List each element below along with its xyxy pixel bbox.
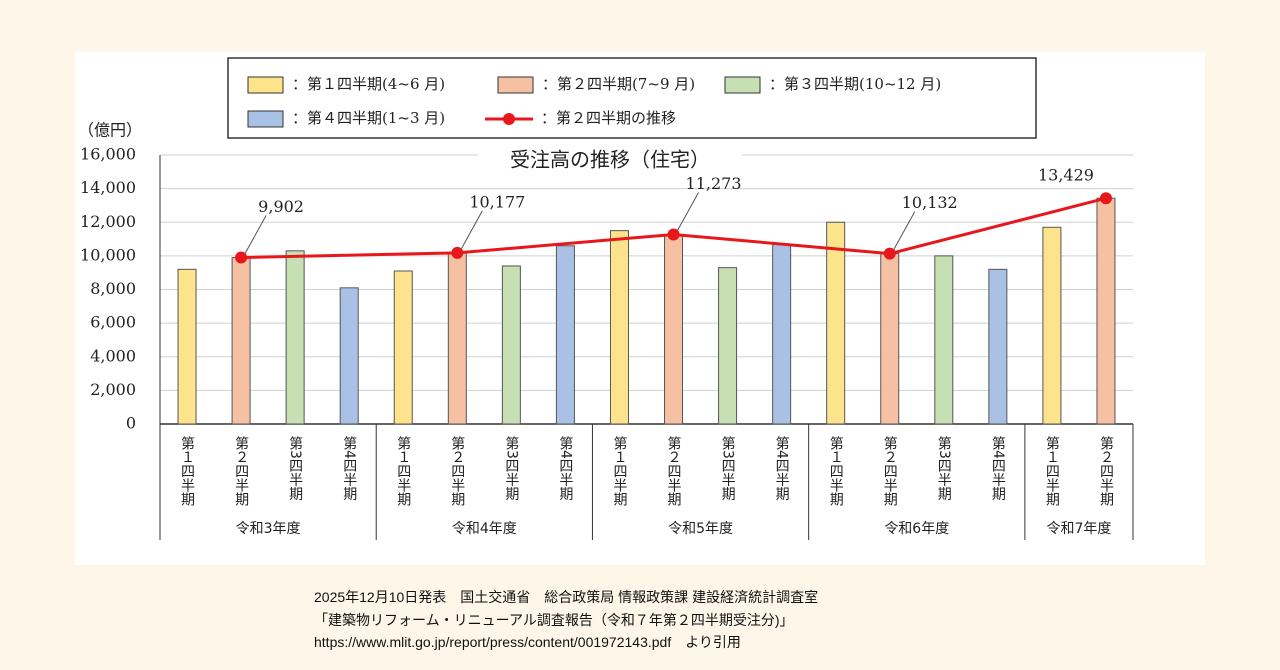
x-tick-label: 第3四半期 [720,435,736,502]
y-tick-label: 10,000 [80,245,136,264]
legend-swatch [247,110,284,128]
legend-label: ：第３四半期(10~12 月) [769,75,941,93]
y-tick-label: 4,000 [90,346,136,365]
bar [393,270,413,425]
x-tick-label: 第２四半期 [233,435,249,507]
bar [826,221,846,425]
group-label: 令和6年度 [884,521,949,537]
leader-line [460,210,483,250]
x-tick-label: 第4四半期 [990,435,1006,502]
bar [1096,197,1116,425]
x-tick-label: 第１四半期 [1044,435,1060,507]
y-unit: （億円） [78,121,142,140]
legend-label: ：第４四半期(1~3 月) [292,109,445,127]
leader-line [677,192,699,231]
bar [718,267,738,425]
legend-label: ：第２四半期(7~9 月) [542,75,695,93]
legend-swatch [247,76,284,94]
legend-box [227,57,1037,139]
data-label: 13,429 [1038,166,1094,185]
x-tick-label: 第4四半期 [774,435,790,502]
caption-line: https://www.mlit.go.jp/report/press/cont… [314,634,741,650]
caption-line: 2025年12月10日発表 国土交通省 総合政策局 情報政策課 建設経済統計調査… [314,589,819,605]
legend-label: ：第２四半期の推移 [541,109,676,127]
data-label: 10,177 [469,192,525,211]
bar [609,230,629,425]
bar [447,252,467,425]
x-tick-label: 第１四半期 [395,435,411,507]
group-label: 令和4年度 [452,521,517,537]
leader-line [244,215,267,254]
x-tick-label: 第２四半期 [666,435,682,507]
x-tick-label: 第4四半期 [557,435,573,502]
data-label: 10,132 [902,193,958,212]
x-tick-label: 第3四半期 [287,435,303,502]
x-tick-label: 第２四半期 [449,435,465,507]
x-tick-label: 第２四半期 [1098,435,1114,507]
chart: （億円） 0 2,000 4,000 6,000 8,000 10,000 12,000 14… [75,52,1205,565]
group-label: 令和5年度 [668,521,733,537]
legend-swatch [497,76,534,94]
x-tick-label: 第２四半期 [882,435,898,507]
y-tick-label: 2,000 [90,380,136,399]
y-tick-label: 12,000 [80,212,136,231]
line-point [451,246,464,259]
y-tick-label: 8,000 [90,279,136,298]
bar [501,265,521,425]
legend-label: ：第１四半期(4~6 月) [292,75,445,93]
bar [555,245,575,425]
title-background [478,146,742,176]
x-tick-label: 第3四半期 [503,435,519,502]
data-label: 9,902 [258,197,304,216]
legend-swatch [724,76,761,94]
bar [231,257,251,425]
chart-title: 受注高の推移（住宅） [510,148,710,172]
bar [988,268,1008,425]
line-point [667,228,680,241]
x-tick-label: 第3四半期 [936,435,952,502]
x-tick-label: 第4四半期 [341,435,357,502]
line-point [1099,192,1112,205]
caption-line: 「建築物リフォーム・リニューアル調査報告（令和７年第２四半期受注分)」 [314,612,794,628]
bar [285,250,305,425]
data-label: 11,273 [686,174,742,193]
bar [1042,226,1062,425]
bar [934,255,954,425]
y-tick-label: 16,000 [80,145,136,164]
line-point [883,247,896,260]
bar [339,287,359,425]
y-tick-label: 14,000 [80,178,136,197]
legend-marker [503,113,515,125]
x-tick-label: 第１四半期 [179,435,195,507]
bar [177,268,197,425]
x-tick-label: 第１四半期 [611,435,627,507]
y-tick-label: 6,000 [90,313,136,332]
x-tick-label: 第１四半期 [828,435,844,507]
line-point [235,251,248,264]
group-label: 令和3年度 [236,521,301,537]
leader-line [893,211,916,250]
group-label: 令和7年度 [1046,521,1111,537]
y-tick-label: 0 [126,414,136,433]
bar [664,233,684,425]
bar [772,243,792,425]
bar [880,253,900,425]
